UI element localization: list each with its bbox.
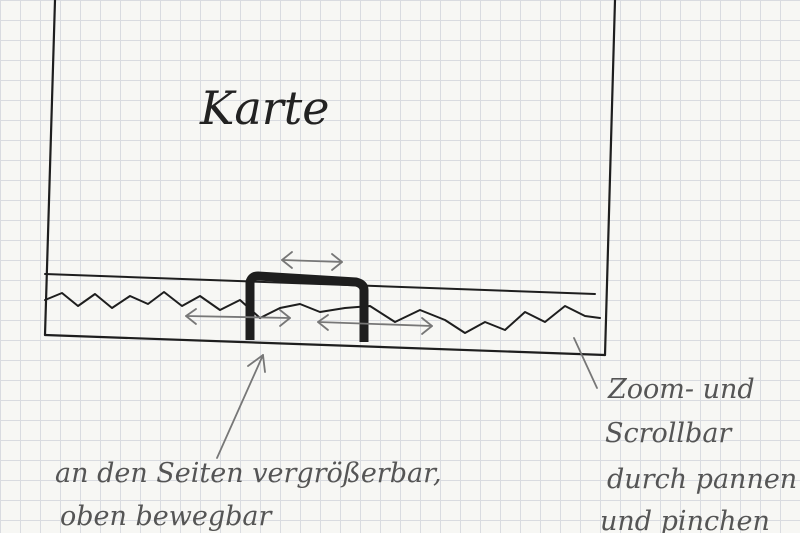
zoom-scrollbar[interactable] [44, 271, 601, 342]
handle-note-line2: oben bewegbar [60, 501, 274, 532]
resize-right-arrow-icon [317, 314, 433, 335]
pointer-arrow-icon [216, 354, 266, 459]
bar-pointer-line-icon [573, 337, 598, 389]
scrollbar-handle[interactable] [245, 271, 369, 342]
map-frame [43, 0, 617, 357]
resize-left-arrow-icon [185, 308, 291, 327]
bar-note-line1: Zoom- und [607, 374, 755, 405]
bar-note-line3: durch pannen [607, 464, 797, 495]
handle-note-line1: an den Seiten vergrößerbar, [55, 458, 442, 489]
bar-note-line2: Scrollbar [605, 418, 733, 449]
map-label: Karte [199, 81, 330, 135]
double-arrow-icons [185, 251, 598, 459]
scrollbar-waveform [44, 291, 601, 334]
move-arrow-icon [281, 251, 343, 271]
bar-note-line4: und pinchen [600, 506, 770, 533]
